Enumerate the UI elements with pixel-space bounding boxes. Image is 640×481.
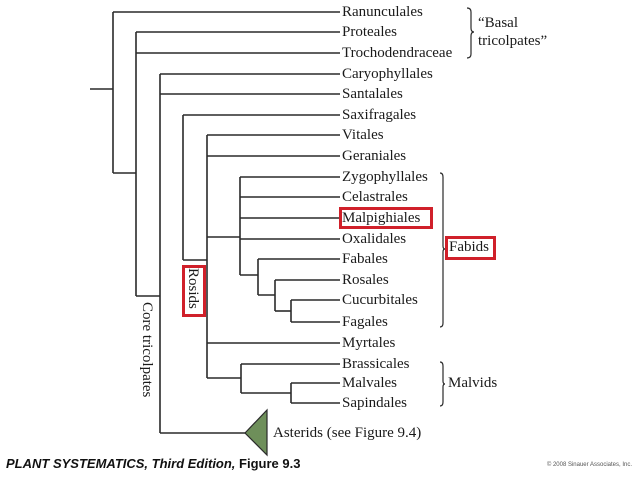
- taxon-label-sapindales: Sapindales: [342, 395, 407, 411]
- edition: Third Edition,: [148, 456, 236, 471]
- taxon-label-brassicales: Brassicales: [342, 356, 410, 372]
- taxon-label-fagales: Fagales: [342, 314, 388, 330]
- clade-brackets: [439, 7, 475, 407]
- basal-tricolpates-label-line1: “Basal: [478, 15, 518, 31]
- taxon-label-cucurbitales: Cucurbitales: [342, 292, 418, 308]
- rosids-highlight-box: [182, 265, 206, 317]
- asterids-clade-triangle: [244, 408, 268, 457]
- taxon-label-zygophyllales: Zygophyllales: [342, 169, 428, 185]
- taxon-label-geraniales: Geraniales: [342, 148, 407, 164]
- tree-branches: [90, 11, 340, 434]
- copyright-notice: © 2008 Sinauer Associates, Inc.: [546, 462, 632, 468]
- taxon-label-myrtales: Myrtales: [342, 335, 396, 351]
- figure-number: Figure 9.3: [235, 456, 301, 471]
- taxon-label-ranunculales: Ranunculales: [342, 4, 423, 20]
- fabids-label: Fabids: [449, 239, 490, 255]
- basal-tricolpates-label-line2: tricolpates”: [478, 33, 548, 49]
- figure-caption: PLANT SYSTEMATICS, Third Edition, Figure…: [6, 456, 300, 471]
- fabids-highlight-box: [445, 236, 496, 260]
- taxon-label-asterids: Asterids (see Figure 9.4): [273, 425, 422, 441]
- rosids-label: Rosids: [185, 268, 201, 309]
- basal-tricolpates-brace: [466, 7, 475, 59]
- malpighiales-highlight-box: [339, 207, 433, 229]
- taxon-label-oxalidales: Oxalidales: [342, 231, 407, 247]
- taxon-label-saxifragales: Saxifragales: [342, 107, 417, 123]
- book-title: PLANT SYSTEMATICS,: [6, 456, 149, 471]
- taxon-label-rosales: Rosales: [342, 272, 389, 288]
- taxon-label-fabales: Fabales: [342, 251, 388, 267]
- taxon-label-caryophyllales: Caryophyllales: [342, 66, 433, 82]
- taxon-label-malpighiales: Malpighiales: [342, 210, 421, 226]
- taxon-label-santalales: Santalales: [342, 86, 403, 102]
- taxon-label-proteales: Proteales: [342, 24, 397, 40]
- taxon-label-celastrales: Celastrales: [342, 189, 408, 205]
- core-tricolpates-label: Core tricolpates: [139, 302, 155, 398]
- malvids-bracket: [439, 361, 446, 407]
- taxon-label-malvales: Malvales: [342, 375, 397, 391]
- taxon-label-vitales: Vitales: [342, 127, 384, 143]
- taxon-label-trochodendraceae: Trochodendraceae: [342, 45, 453, 61]
- malvids-label: Malvids: [448, 375, 498, 391]
